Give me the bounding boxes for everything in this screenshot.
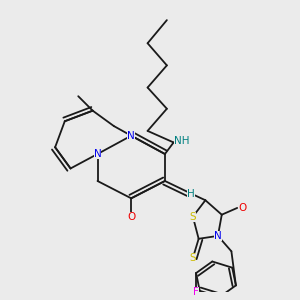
Text: O: O (239, 203, 247, 213)
Text: S: S (190, 253, 196, 263)
Text: O: O (127, 212, 135, 222)
Text: N: N (127, 131, 135, 141)
Text: NH: NH (174, 136, 189, 146)
Text: H: H (187, 188, 195, 199)
Text: F: F (193, 287, 199, 297)
Text: S: S (190, 212, 196, 222)
Text: N: N (214, 231, 222, 241)
Text: N: N (94, 149, 101, 159)
